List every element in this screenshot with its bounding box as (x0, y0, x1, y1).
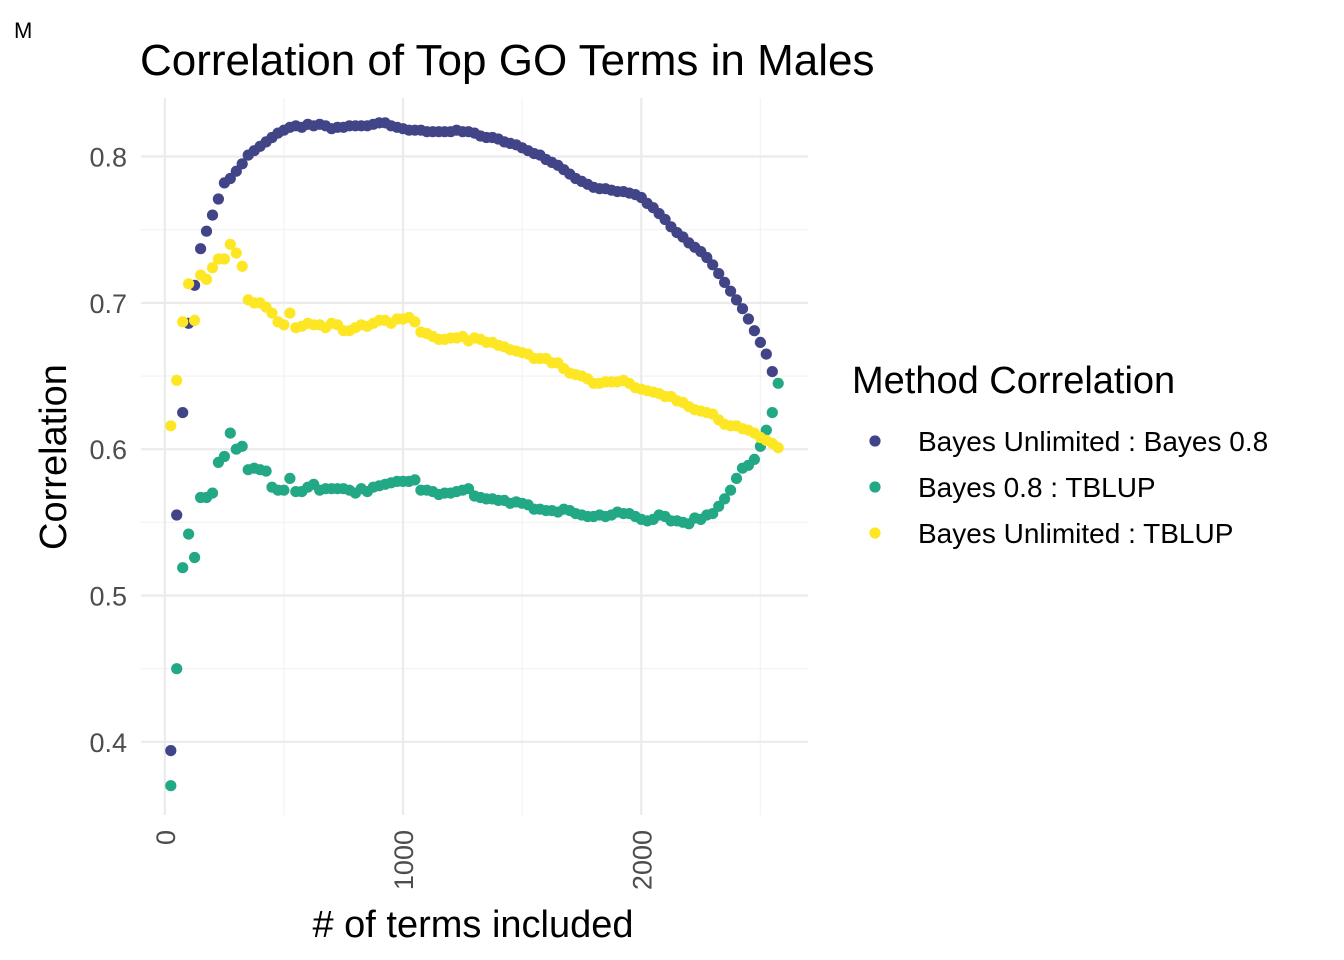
data-point (224, 238, 236, 250)
legend-key (869, 527, 881, 539)
legend-key (869, 435, 881, 447)
y-tick-label: 0.5 (89, 582, 127, 612)
series-points (165, 117, 778, 757)
data-point (230, 247, 242, 259)
data-point (284, 307, 296, 319)
data-point (171, 374, 183, 386)
data-point (713, 268, 725, 280)
data-point (200, 225, 213, 237)
x-axis-ticks: 0 1000 2000 (151, 830, 657, 890)
data-point (236, 260, 248, 272)
data-points (165, 117, 784, 792)
data-point (736, 303, 749, 315)
data-point (206, 487, 219, 499)
data-point (760, 348, 772, 360)
data-point (206, 209, 219, 221)
data-point (236, 158, 248, 170)
legend-label: Bayes Unlimited : Bayes 0.8 (918, 426, 1268, 457)
data-point (730, 472, 743, 484)
data-point (177, 562, 189, 574)
data-point (278, 484, 290, 496)
data-point (748, 325, 761, 337)
data-point (206, 262, 219, 274)
data-point (730, 294, 743, 306)
legend-item: Bayes Unlimited : TBLUP (869, 518, 1233, 549)
x-axis-title: # of terms included (312, 904, 633, 946)
series-points (165, 377, 784, 792)
data-point (719, 493, 731, 505)
data-point (772, 442, 784, 454)
data-point (189, 551, 201, 564)
data-point (171, 663, 183, 675)
y-tick-label: 0.4 (89, 728, 127, 758)
legend-item: Bayes Unlimited : Bayes 0.8 (869, 426, 1268, 457)
data-point (725, 285, 737, 297)
data-point (266, 307, 278, 319)
plot-grid (141, 98, 808, 815)
data-point (218, 450, 230, 463)
data-point (165, 780, 177, 792)
data-point (766, 407, 778, 419)
data-point (772, 377, 784, 389)
legend-label: Bayes Unlimited : TBLUP (918, 518, 1233, 549)
data-point (766, 366, 778, 378)
data-point (754, 336, 767, 348)
data-point (177, 316, 189, 328)
legend-items: Bayes Unlimited : Bayes 0.8 Bayes 0.8 : T… (869, 426, 1268, 549)
data-point (707, 259, 719, 271)
data-point (189, 314, 201, 326)
y-tick-label: 0.7 (89, 289, 127, 319)
data-point (409, 474, 421, 486)
data-point (725, 484, 737, 496)
series-points (165, 238, 784, 454)
legend-key (869, 481, 881, 493)
x-tick-label: 0 (151, 830, 181, 845)
data-point (165, 745, 177, 757)
data-point (177, 407, 189, 419)
data-point (224, 427, 236, 439)
panel-tag: M (14, 18, 32, 43)
data-point (183, 278, 195, 290)
data-point (284, 472, 296, 484)
data-point (748, 453, 761, 465)
x-tick-label: 2000 (627, 830, 657, 890)
data-point (236, 440, 248, 452)
chart-title: Correlation of Top GO Terms in Males (140, 36, 874, 85)
legend-title: Method Correlation (852, 360, 1175, 402)
y-tick-label: 0.8 (89, 143, 127, 173)
data-point (165, 420, 177, 432)
data-point (200, 273, 213, 285)
y-axis-title: Correlation (33, 364, 75, 550)
data-point (195, 243, 207, 255)
legend-label: Bayes 0.8 : TBLUP (918, 472, 1156, 503)
data-point (212, 193, 224, 205)
data-point (719, 276, 731, 288)
data-point (260, 465, 272, 477)
legend-item: Bayes 0.8 : TBLUP (869, 472, 1156, 503)
data-point (409, 316, 421, 328)
y-axis-ticks: 0.4 0.5 0.6 0.7 0.8 (89, 143, 127, 758)
y-tick-label: 0.6 (89, 435, 127, 465)
data-point (278, 319, 290, 331)
data-point (183, 528, 195, 540)
x-tick-label: 1000 (389, 830, 419, 890)
data-point (171, 509, 183, 521)
legend: Method Correlation Bayes Unlimited : Bay… (852, 360, 1268, 549)
data-point (742, 313, 755, 325)
data-point (218, 253, 230, 265)
